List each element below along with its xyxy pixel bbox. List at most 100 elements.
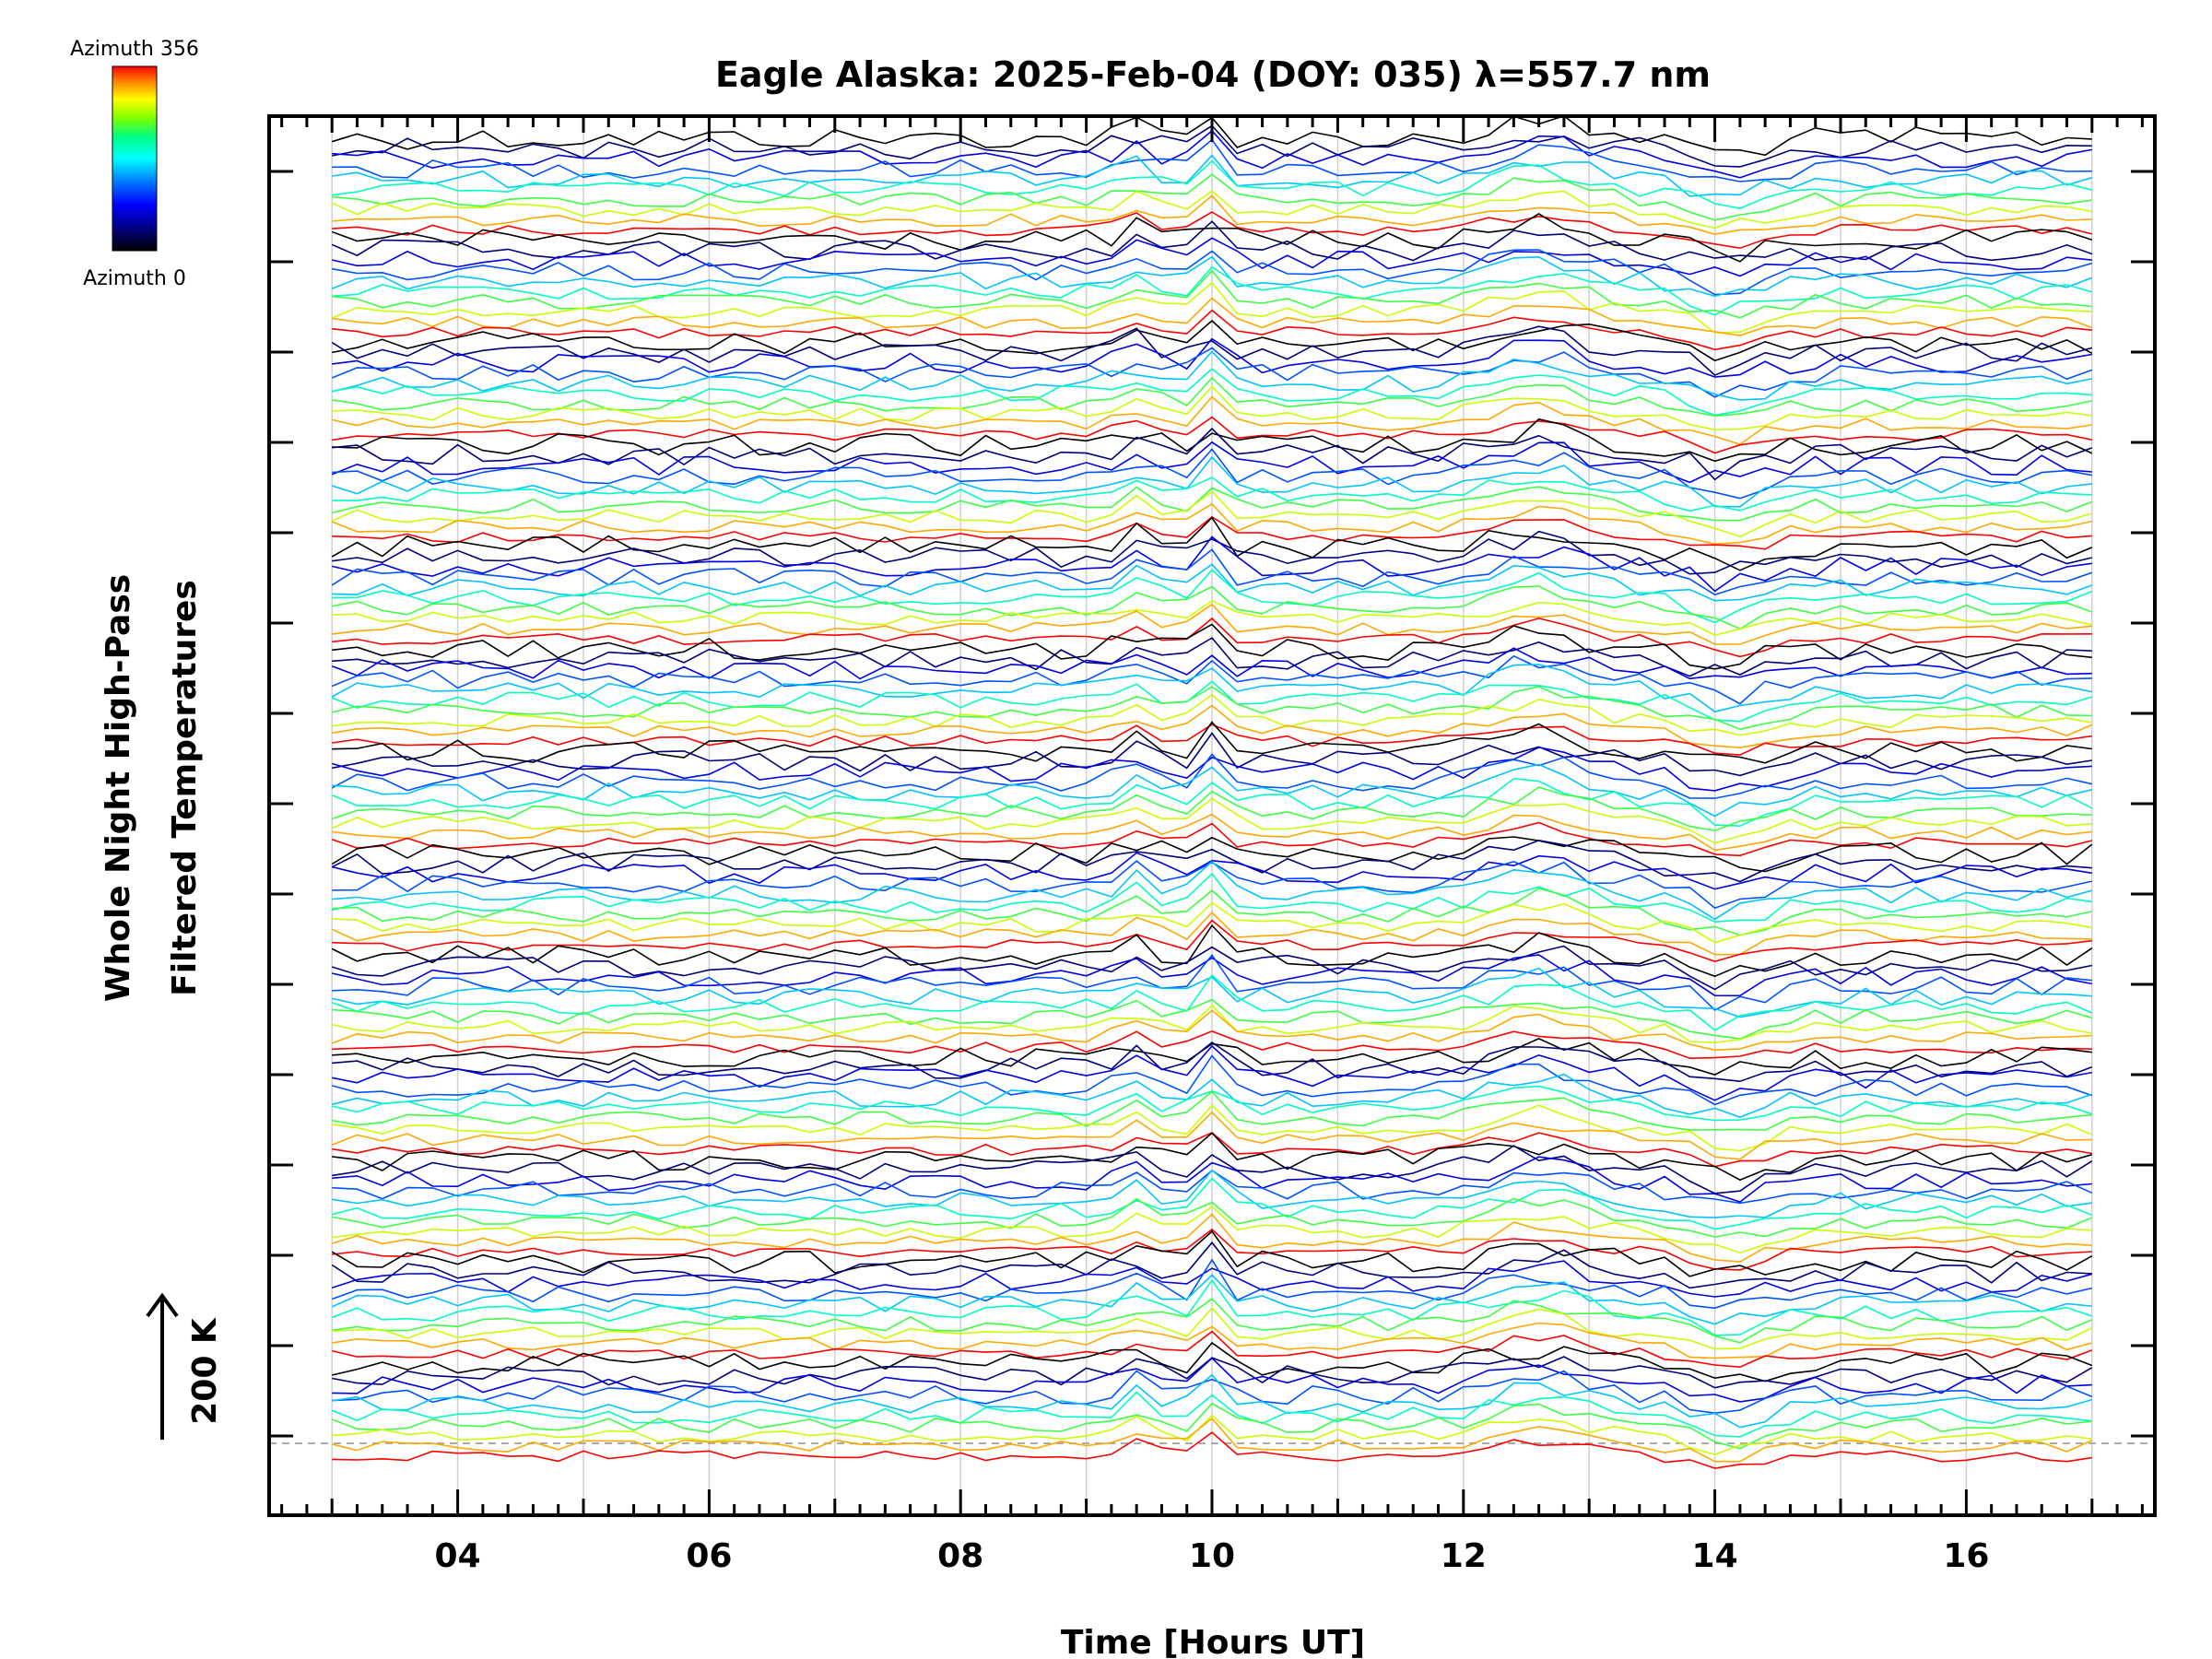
series-line — [331, 1260, 2093, 1298]
series-line — [332, 486, 2093, 522]
series-line — [332, 159, 2092, 209]
x-tick-label: 06 — [686, 1537, 732, 1575]
series-line — [332, 269, 2092, 319]
series-line — [332, 686, 2092, 731]
x-tick-label: 16 — [1943, 1537, 1989, 1575]
series-line — [332, 376, 2092, 418]
series-line — [332, 1197, 2093, 1238]
series-line — [331, 1391, 2092, 1438]
series-line — [332, 1298, 2093, 1344]
series-line — [331, 777, 2093, 828]
series-line — [331, 455, 2092, 508]
series-line — [332, 860, 2093, 921]
series-line — [332, 1004, 2092, 1044]
series-line — [332, 1322, 2093, 1359]
traces — [331, 114, 2093, 1469]
series-line — [332, 1041, 2093, 1083]
series-line — [332, 297, 2093, 336]
series-line — [332, 1156, 2092, 1203]
series-line — [332, 535, 2092, 593]
series-line — [332, 623, 2092, 670]
series-line — [332, 617, 2092, 658]
series-line — [332, 416, 2092, 454]
series-line — [332, 368, 2092, 417]
series-line — [332, 1145, 2093, 1194]
series-line — [332, 603, 2092, 645]
scale-bar-arrow-head — [146, 1292, 179, 1318]
series-line — [332, 309, 2092, 351]
series-line — [332, 967, 2092, 1018]
scale-bar-label: 200 K — [186, 1317, 224, 1425]
series-line — [332, 1206, 2092, 1254]
series-line — [331, 664, 2092, 713]
series-line — [332, 1169, 2092, 1218]
series-line — [331, 821, 2092, 857]
series-line — [332, 211, 2092, 250]
series-line — [331, 797, 2092, 844]
series-line — [332, 1090, 2092, 1131]
series-line — [331, 1009, 2092, 1052]
series-line — [332, 1038, 2092, 1076]
series-line — [332, 1044, 2092, 1101]
series-line — [332, 600, 2092, 636]
series-line — [331, 786, 2092, 832]
series-line — [332, 919, 2092, 962]
series-line — [331, 1230, 2093, 1277]
series-line — [332, 1073, 2093, 1118]
x-axis-label: Time [Hours UT] — [1061, 1624, 1365, 1659]
series-line — [332, 1417, 2093, 1463]
series-line — [331, 441, 2092, 484]
series-line — [332, 1177, 2093, 1230]
series-line — [331, 836, 2093, 873]
y-axis-label-line1: Whole Night High-Pass — [100, 574, 137, 1002]
scale-bar: 200 K — [146, 1292, 224, 1440]
series-line — [332, 693, 2092, 736]
series-line — [331, 1274, 2092, 1325]
y-axis-label-line2: Filtered Temperatures — [166, 580, 204, 996]
series-line — [332, 732, 2092, 777]
series-line — [332, 721, 2092, 764]
x-tick-label: 14 — [1692, 1537, 1738, 1575]
grid — [269, 116, 2155, 1515]
series-line — [332, 477, 2092, 512]
series-line — [331, 747, 2092, 792]
series-line — [331, 548, 2093, 596]
series-line — [332, 154, 2093, 197]
series-line — [332, 901, 2092, 944]
series-line — [332, 852, 2092, 890]
series-line — [331, 945, 2092, 991]
series-line — [332, 1431, 2092, 1469]
series-line — [331, 502, 2092, 546]
series-line — [332, 319, 2093, 362]
series-line — [331, 680, 2093, 723]
series-line — [332, 888, 2092, 936]
x-tick-label: 08 — [937, 1537, 983, 1575]
series-line — [331, 325, 2093, 377]
series-line — [332, 637, 2092, 677]
series-line — [331, 255, 2093, 298]
plot-frame — [267, 114, 2157, 1517]
series-line — [331, 1213, 2092, 1263]
series-line — [331, 911, 2092, 956]
series-line — [331, 654, 2092, 705]
series-line — [331, 220, 2093, 262]
series-line — [331, 1054, 2093, 1106]
colorbar: Azimuth 356 Azimuth 0 — [70, 38, 199, 290]
colorbar-bottom-label: Azimuth 0 — [83, 267, 186, 290]
series-line — [332, 395, 2092, 445]
colorbar-top-label: Azimuth 356 — [70, 38, 199, 61]
series-line — [332, 1104, 2093, 1152]
series-line — [332, 563, 2093, 602]
series-line — [332, 813, 2092, 852]
series-line — [331, 974, 2093, 1031]
series-line — [332, 1373, 2093, 1429]
series-line — [332, 1370, 2093, 1415]
series-line — [332, 265, 2093, 316]
x-tick-labels: 04 06 08 10 12 14 16 — [435, 1537, 1990, 1575]
series-line — [332, 954, 2092, 997]
series-line — [332, 763, 2092, 818]
series-line — [331, 753, 2092, 799]
series-line — [331, 1258, 2092, 1310]
series-line — [332, 337, 2092, 378]
